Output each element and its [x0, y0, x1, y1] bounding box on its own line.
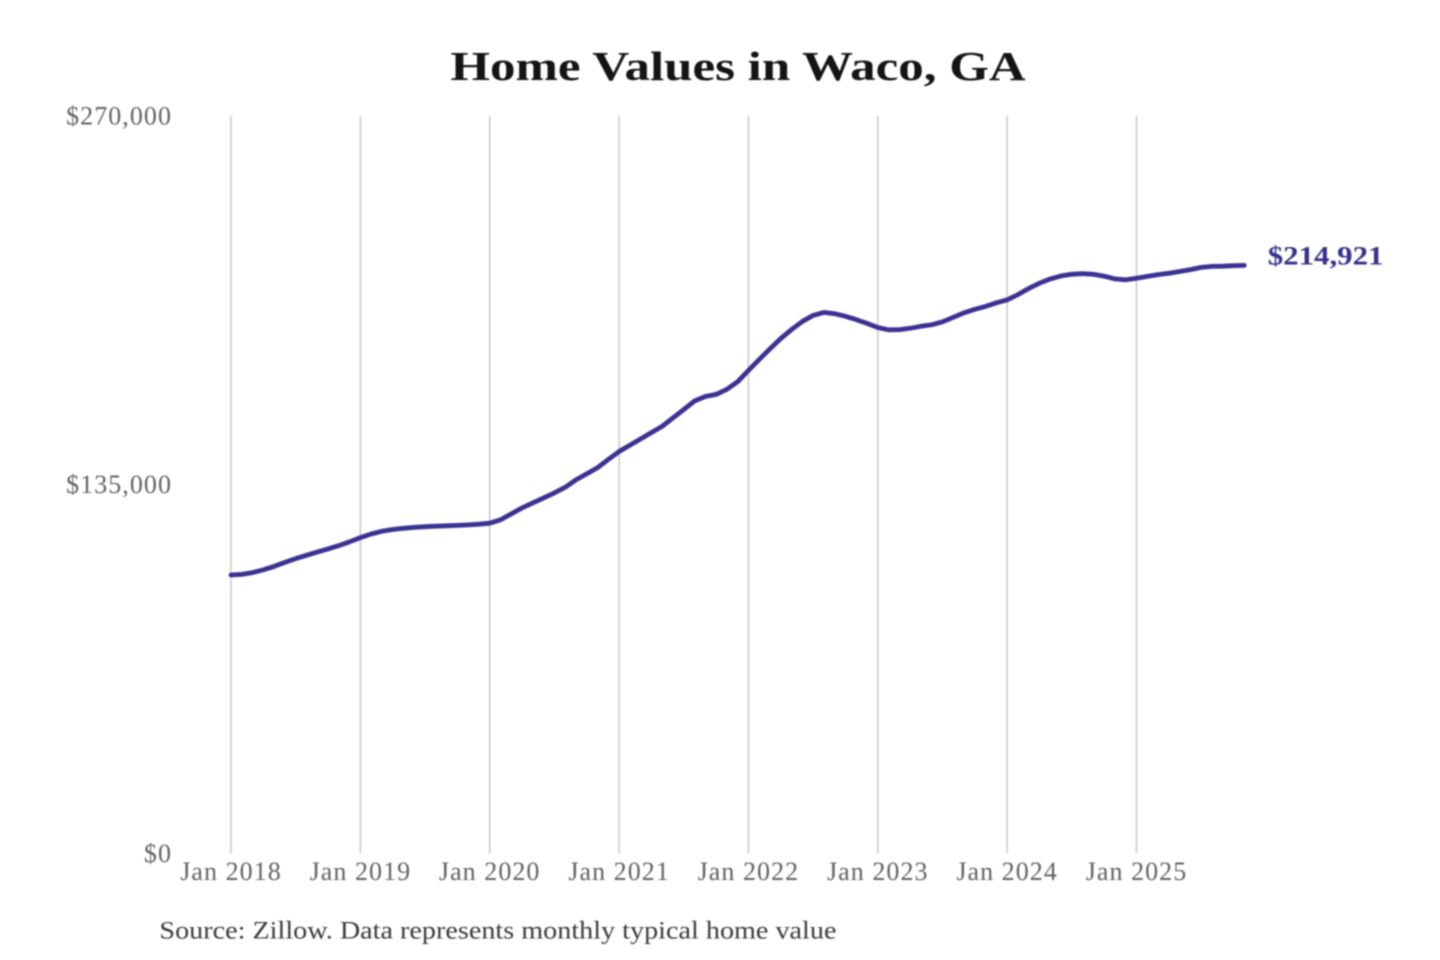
- svg-text:Home Values in Waco, GA: Home Values in Waco, GA: [450, 45, 1026, 90]
- svg-text:$0: $0: [144, 839, 172, 868]
- svg-text:$135,000: $135,000: [66, 470, 172, 499]
- svg-text:Jan 2019: Jan 2019: [310, 857, 412, 886]
- svg-text:Source: Zillow. Data represent: Source: Zillow. Data represents monthly …: [159, 916, 836, 944]
- svg-text:Jan 2024: Jan 2024: [956, 857, 1058, 886]
- svg-text:Jan 2022: Jan 2022: [698, 857, 800, 886]
- svg-text:Jan 2023: Jan 2023: [827, 857, 929, 886]
- svg-text:Jan 2018: Jan 2018: [180, 857, 282, 886]
- svg-text:Jan 2025: Jan 2025: [1086, 857, 1188, 886]
- svg-text:$270,000: $270,000: [66, 101, 172, 130]
- svg-text:$214,921: $214,921: [1268, 243, 1384, 271]
- svg-text:Jan 2021: Jan 2021: [568, 857, 670, 886]
- svg-text:Jan 2020: Jan 2020: [439, 857, 541, 886]
